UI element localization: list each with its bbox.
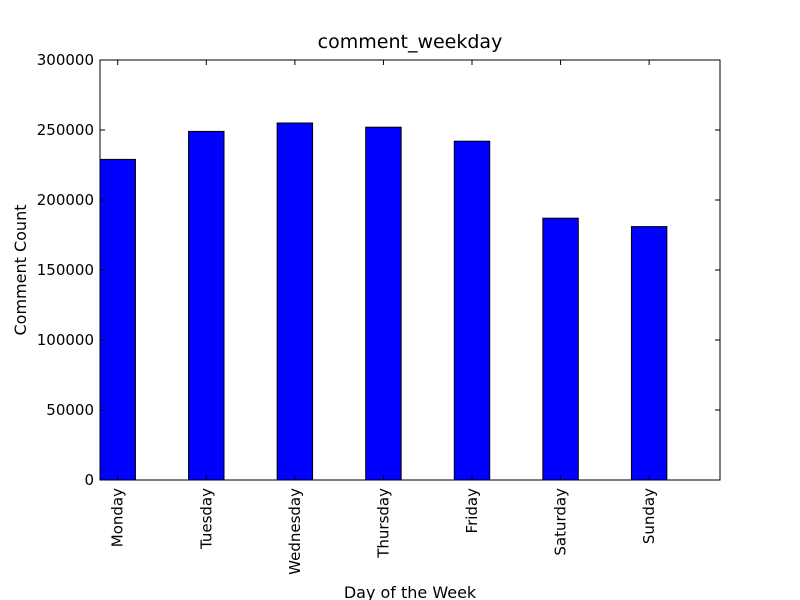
y-tick-label: 0: [84, 471, 94, 489]
bars-group: [99, 122, 668, 481]
y-tick-label: 150000: [37, 261, 94, 279]
x-axis-label: Day of the Week: [344, 583, 477, 600]
x-tick-label: Thursday: [374, 488, 392, 559]
x-tick-label: Monday: [109, 488, 127, 547]
x-axis-ticks: Monday Tuesday Wednesday Thursday Friday Satu…: [109, 60, 658, 575]
plot-frame: [99, 59, 721, 481]
bar-saturday: [542, 217, 579, 481]
chart-title: comment_weekday: [318, 31, 503, 53]
y-axis-label: Comment Count: [11, 205, 30, 336]
bar-wednesday: [276, 122, 314, 481]
x-tick-label: Sunday: [640, 488, 658, 544]
x-tick-label: Friday: [463, 488, 481, 534]
x-tick-label: Wednesday: [286, 488, 304, 575]
x-tick-label: Tuesday: [197, 488, 215, 550]
y-tick-label: 50000: [46, 401, 94, 419]
bar-tuesday: [188, 130, 225, 481]
bar-monday: [99, 158, 136, 481]
y-tick-label: 100000: [37, 331, 94, 349]
y-tick-label: 200000: [37, 191, 94, 209]
bar-friday: [453, 140, 491, 481]
y-tick-label: 250000: [37, 121, 94, 139]
bar-thursday: [365, 126, 402, 481]
x-tick-label: Saturday: [552, 488, 570, 556]
bar-sunday: [630, 226, 668, 481]
y-tick-label: 300000: [37, 51, 94, 69]
y-axis-ticks: 0 50000 100000 150000 200000 250000 300000: [37, 51, 720, 489]
